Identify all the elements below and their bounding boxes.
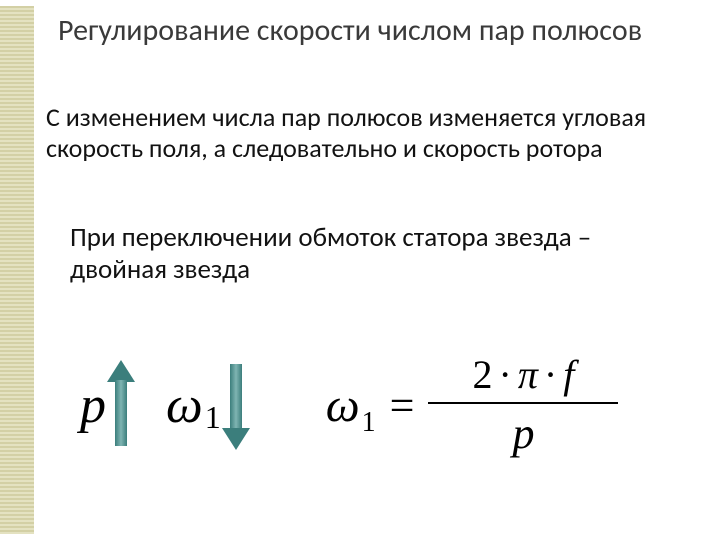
subscript-one-lhs: 1 xyxy=(362,407,376,439)
slide: Регулирование скорости числом пар полюсо… xyxy=(0,0,720,540)
slide-title: Регулирование скорости числом пар полюсо… xyxy=(58,14,678,49)
arrow-up-icon xyxy=(111,360,131,450)
symbol-omega: ω xyxy=(166,376,203,435)
decorative-left-band xyxy=(0,6,34,534)
subscript-one: 1 xyxy=(205,399,221,436)
num-dot2: · xyxy=(544,351,557,398)
arrow-down-icon xyxy=(226,360,246,450)
p-with-up-arrow: p xyxy=(80,360,131,450)
symbol-p: p xyxy=(80,376,106,435)
num-dot1: · xyxy=(499,351,512,398)
body-text-1: С изменением числа пар полюсов изменяетс… xyxy=(46,102,686,163)
fraction: 2 · π · f p xyxy=(428,351,618,459)
numerator: 2 · π · f xyxy=(463,351,585,402)
symbol-omega-lhs: ω xyxy=(326,378,360,433)
formula: ω1 = 2 · π · f p xyxy=(326,351,619,459)
num-f: f xyxy=(563,351,574,398)
formula-lhs: ω1 xyxy=(326,378,376,433)
denominator: p xyxy=(512,404,534,459)
body-text-2: При переключении обмоток статора звезда … xyxy=(70,222,670,286)
omega1-with-down-arrow: ω1 xyxy=(166,360,246,450)
num-pi: π xyxy=(518,351,538,398)
num-two: 2 xyxy=(473,351,493,398)
math-row: p ω1 ω1 = 2 · π · f xyxy=(60,320,680,490)
equals-sign: = xyxy=(390,380,415,431)
